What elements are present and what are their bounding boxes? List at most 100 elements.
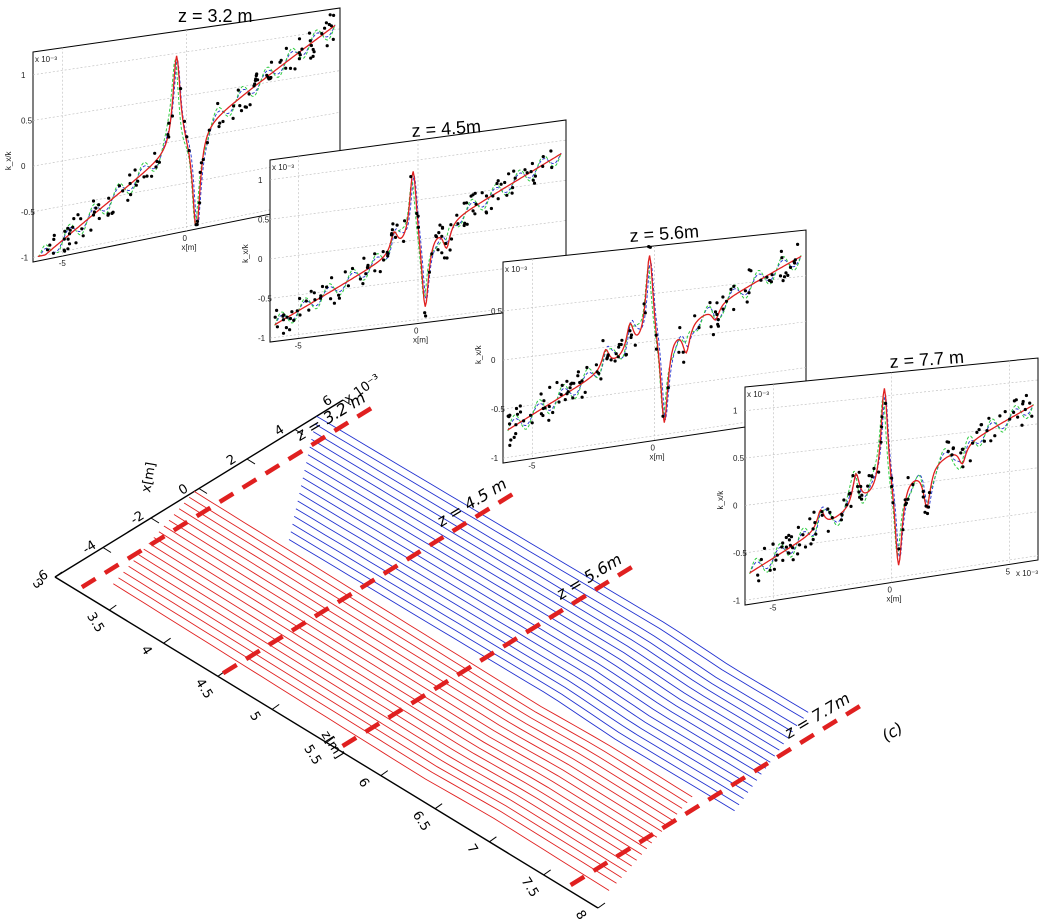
x-tick-mark — [342, 399, 352, 406]
inset-data-point — [1020, 423, 1024, 427]
inset-x-tick: -5 — [528, 462, 536, 471]
inset-data-point — [721, 307, 725, 311]
inset-data-point — [81, 234, 85, 238]
inset-data-point — [153, 151, 157, 155]
inset-data-point — [597, 371, 601, 375]
inset-data-point — [786, 551, 791, 555]
inset-data-point — [708, 301, 712, 305]
inset-data-point — [759, 278, 763, 282]
inset-data-point — [170, 114, 174, 118]
trajectory-line-red — [178, 508, 678, 815]
inset-data-point — [80, 227, 84, 231]
z-tick-mark — [109, 604, 117, 611]
inset-y-exponent: x 10⁻³ — [747, 390, 769, 399]
inset-data-point — [866, 484, 870, 488]
inset-data-point — [462, 201, 466, 205]
inset-data-point — [550, 165, 554, 170]
inset-data-point — [145, 174, 149, 178]
inset-data-point — [721, 295, 725, 299]
inset-y-tick: 0.5 — [258, 215, 270, 224]
inset-data-point — [877, 470, 881, 474]
inset-data-point — [839, 518, 844, 522]
inset-data-point — [518, 404, 522, 408]
inset-data-point — [541, 406, 545, 411]
inset-data-point — [780, 256, 784, 260]
inset-data-point — [45, 248, 50, 252]
inset-y-tick: 0 — [258, 255, 263, 264]
inset-data-point — [97, 203, 101, 207]
inset-data-point — [438, 223, 442, 227]
inset-data-point — [121, 189, 125, 193]
inset-data-point — [92, 210, 96, 214]
inset-data-point — [402, 239, 406, 243]
inset-data-point — [449, 223, 453, 227]
inset-data-point — [79, 217, 83, 221]
inset-data-point — [307, 308, 311, 312]
inset-y-tick: -1 — [21, 253, 29, 262]
inset-y-tick: 1 — [733, 407, 738, 416]
inset-data-point — [126, 198, 130, 202]
inset-y-exponent: x 10⁻³ — [272, 163, 294, 172]
trajectory-line-blue — [314, 423, 804, 719]
inset-data-point — [309, 289, 313, 293]
inset-data-point — [563, 398, 567, 402]
inset-gridline — [502, 321, 807, 361]
inset-y-tick: 1 — [258, 176, 263, 185]
inset-data-point — [529, 413, 533, 417]
z-tick-label: 7 — [463, 842, 480, 857]
inset-data-point — [565, 392, 569, 396]
inset-data-point — [167, 135, 171, 139]
inset-data-point — [480, 191, 484, 195]
inset-data-point — [620, 338, 624, 342]
inset-data-point — [813, 521, 817, 525]
inset-data-point — [440, 251, 444, 255]
inset-data-point — [518, 410, 523, 414]
inset-y-exponent: x 10⁻³ — [505, 265, 527, 274]
inset-data-point — [284, 66, 288, 70]
inset-x-tick: -5 — [769, 604, 777, 613]
inset-data-point — [430, 252, 434, 256]
inset-data-point — [150, 174, 154, 178]
inset-data-point — [666, 386, 670, 390]
inset-data-point — [254, 77, 258, 81]
inset-data-point — [950, 453, 954, 457]
inset-data-point — [729, 287, 733, 291]
inset-data-point — [298, 53, 302, 57]
inset-data-point — [136, 179, 140, 183]
inset-data-point — [510, 191, 514, 195]
inset-data-point — [496, 197, 500, 201]
z-tick-mark — [326, 737, 334, 743]
inset-y-label: k_x/k — [241, 243, 250, 263]
inset-data-point — [732, 307, 736, 312]
trajectory-line-blue — [306, 462, 780, 751]
inset-data-point — [716, 318, 720, 322]
inset-data-point — [576, 374, 580, 378]
z-tick-mark — [434, 803, 443, 810]
inset-data-point — [436, 248, 440, 252]
inset-data-point — [311, 47, 315, 52]
inset-plot: -1 -0.5 0 0.5 -5 0 k_x/k x[m] x 10⁻³ z = 5.6m — [474, 221, 807, 471]
inset-data-point — [993, 434, 997, 438]
inset-data-point — [788, 543, 793, 547]
inset-data-point — [382, 258, 386, 262]
inset-data-point — [757, 579, 761, 583]
inset-data-point — [66, 247, 70, 251]
inset-data-point — [129, 193, 133, 197]
inset-data-point — [906, 476, 910, 480]
inset-data-point — [616, 355, 620, 359]
inset-data-point — [416, 214, 420, 218]
inset-data-point — [295, 309, 299, 313]
inset-data-point — [362, 256, 366, 260]
inset-data-point — [350, 266, 355, 271]
inset-data-point — [867, 474, 871, 478]
inset-y-tick: 0 — [733, 501, 738, 510]
inset-data-point — [97, 216, 101, 221]
inset-data-point — [437, 231, 441, 235]
inset-data-point — [781, 541, 785, 545]
inset-data-point — [91, 199, 96, 203]
inset-y-tick: -1 — [491, 454, 499, 463]
inset-data-point — [1016, 415, 1020, 419]
z-tick-label: 5.5 — [300, 742, 324, 767]
inset-data-point — [231, 116, 235, 120]
inset-gridline — [269, 180, 567, 220]
